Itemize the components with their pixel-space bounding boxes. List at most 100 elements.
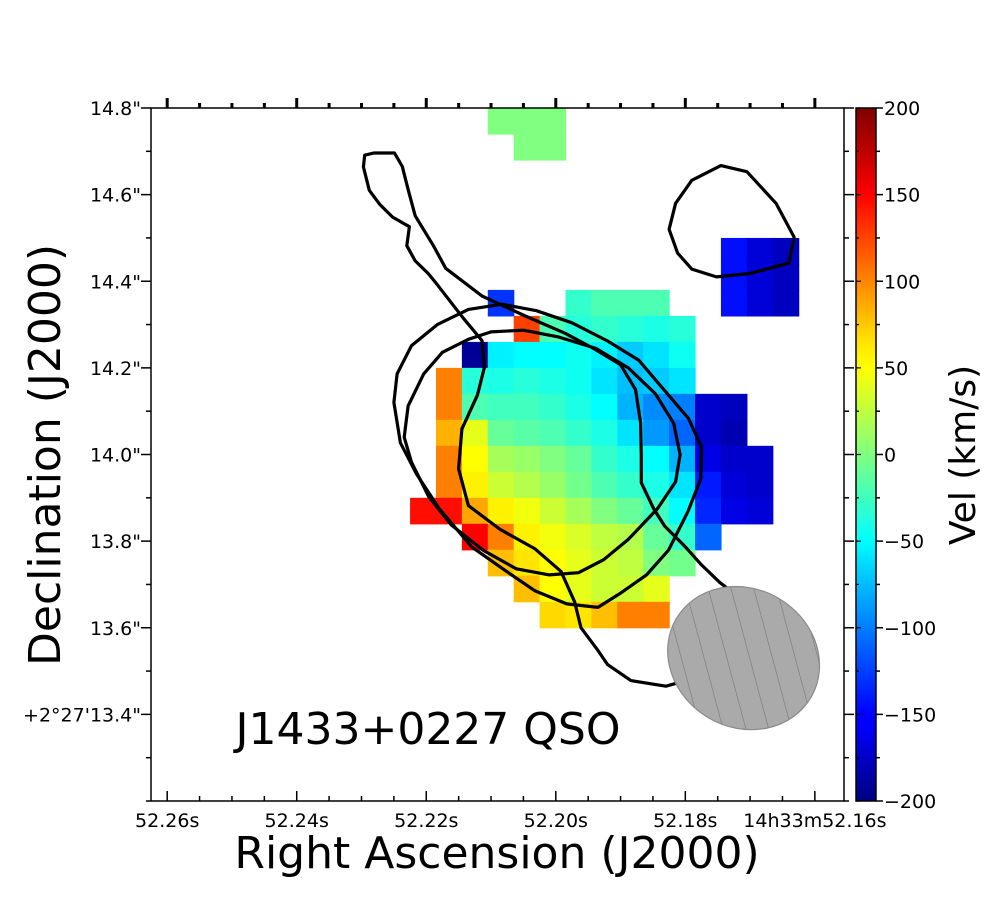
colorbar-tick-label: −100 <box>884 618 936 640</box>
velocity-pixel <box>487 393 515 421</box>
velocity-pixel <box>591 393 618 421</box>
velocity-pixel <box>746 497 774 525</box>
velocity-pixel <box>487 419 515 447</box>
velocity-pixel <box>487 471 515 499</box>
velocity-pixel <box>746 445 774 473</box>
velocity-pixel <box>565 289 593 317</box>
velocity-pixel <box>617 315 644 343</box>
colorbar-tick-label: 50 <box>884 358 908 380</box>
x-tick-label: 52.24s <box>265 810 329 832</box>
velocity-pixel <box>617 497 644 525</box>
colorbar-tick-label: −200 <box>884 791 936 813</box>
colorbar-tick-label: −50 <box>884 531 924 553</box>
velocity-pixel <box>617 445 644 473</box>
velocity-pixel <box>643 315 670 343</box>
x-tick-label: 14h33m52.16s <box>743 810 886 832</box>
velocity-pixel <box>643 575 670 603</box>
colorbar-tick-label: 200 <box>884 98 920 120</box>
velocity-pixel <box>695 497 722 525</box>
velocity-pixel <box>565 393 593 421</box>
velocity-pixel <box>591 367 618 395</box>
velocity-pixel <box>695 393 722 421</box>
contour-ne-blob <box>667 164 796 279</box>
x-tick-labels: 52.26s 52.24s 52.22s 52.20s 52.18s 14h33m52.1… <box>135 810 886 832</box>
colorbar-tick-label: 100 <box>884 271 920 293</box>
velocity-pixel <box>513 471 541 499</box>
velocity-pixel <box>669 315 696 343</box>
velocity-pixel <box>591 471 618 499</box>
y-tick-label: 14.0" <box>90 445 141 467</box>
source-annotation: J1433+0227 QSO <box>233 704 621 755</box>
velocity-pixel <box>669 393 696 421</box>
velocity-pixel <box>591 523 618 551</box>
velocity-pixel <box>539 393 567 421</box>
velocity-pixel <box>461 419 489 447</box>
velocity-pixel <box>565 315 593 343</box>
velocity-pixel <box>539 341 567 369</box>
beam-layer <box>667 585 821 731</box>
velocity-pixel <box>591 445 618 473</box>
velocity-pixel <box>539 445 567 473</box>
y-tick-label: 14.6" <box>90 185 141 207</box>
colorbar-tick-label: 150 <box>884 185 920 207</box>
velocity-pixel <box>669 445 696 473</box>
x-axis-label: Right Ascension (J2000) <box>234 828 759 879</box>
velocity-pixel <box>461 445 489 473</box>
x-tick-label: 52.22s <box>394 810 458 832</box>
colorbar-ticks: 200 150 100 50 0 −50 −100 −150 −200 <box>856 98 936 813</box>
y-tick-label: +2°27'13.4" <box>23 704 141 726</box>
velocity-pixel <box>720 497 748 525</box>
velocity-pixel <box>435 471 463 499</box>
velocity-pixel <box>565 367 593 395</box>
velocity-pixel <box>746 471 774 499</box>
velocity-pixel <box>643 341 670 369</box>
velocity-pixel <box>539 108 567 135</box>
velocity-pixel <box>539 367 567 395</box>
velocity-pixel <box>513 523 541 551</box>
colorbar-tick-label: 0 <box>884 445 896 467</box>
velocity-pixel <box>539 133 567 161</box>
velocity-pixel <box>617 289 644 317</box>
x-tick-label: 52.20s <box>524 810 588 832</box>
contour-layer <box>361 151 796 688</box>
contour-outer <box>361 151 772 688</box>
velocity-pixel <box>591 419 618 447</box>
velocity-pixel <box>617 549 644 577</box>
velocity-pixel <box>487 367 515 395</box>
velocity-pixel <box>643 601 670 629</box>
velocity-pixel <box>487 108 515 135</box>
beam-ellipse <box>667 585 821 731</box>
velocity-pixel <box>513 341 541 369</box>
axis-ticks <box>141 98 854 802</box>
velocity-pixel <box>720 471 748 499</box>
y-tick-label: 13.8" <box>90 531 141 553</box>
velocity-pixel <box>565 445 593 473</box>
velocity-pixel <box>695 445 722 473</box>
velocity-pixel <box>643 289 670 317</box>
velocity-pixel <box>435 367 463 395</box>
velocity-pixel <box>643 445 670 473</box>
x-tick-label: 52.26s <box>135 810 199 832</box>
velocity-pixel <box>513 108 541 135</box>
velocity-pixel <box>746 237 774 265</box>
velocity-pixel <box>513 497 541 525</box>
velocity-pixel <box>772 237 800 265</box>
velocity-pixel <box>617 601 644 629</box>
y-tick-labels: +2°27'13.4" 13.6" 13.8" 14.0" 14.2" 14.4" 14.6… <box>23 98 141 726</box>
colorbar-tick-label: −150 <box>884 704 936 726</box>
velocity-pixel <box>746 289 774 317</box>
velocity-pixel <box>487 497 515 525</box>
velocity-pixel <box>720 237 748 265</box>
velocity-pixel <box>513 133 541 161</box>
velocity-pixel <box>487 445 515 473</box>
velocity-pixel <box>539 523 567 551</box>
velocity-pixel <box>513 445 541 473</box>
y-axis-label: Declination (J2000) <box>20 244 71 666</box>
x-tick-label: 52.18s <box>653 810 717 832</box>
velocity-pixel <box>591 497 618 525</box>
y-tick-label: 14.8" <box>90 98 141 120</box>
velocity-pixel <box>487 523 515 551</box>
velocity-pixel <box>591 289 618 317</box>
velocity-pixel <box>513 419 541 447</box>
